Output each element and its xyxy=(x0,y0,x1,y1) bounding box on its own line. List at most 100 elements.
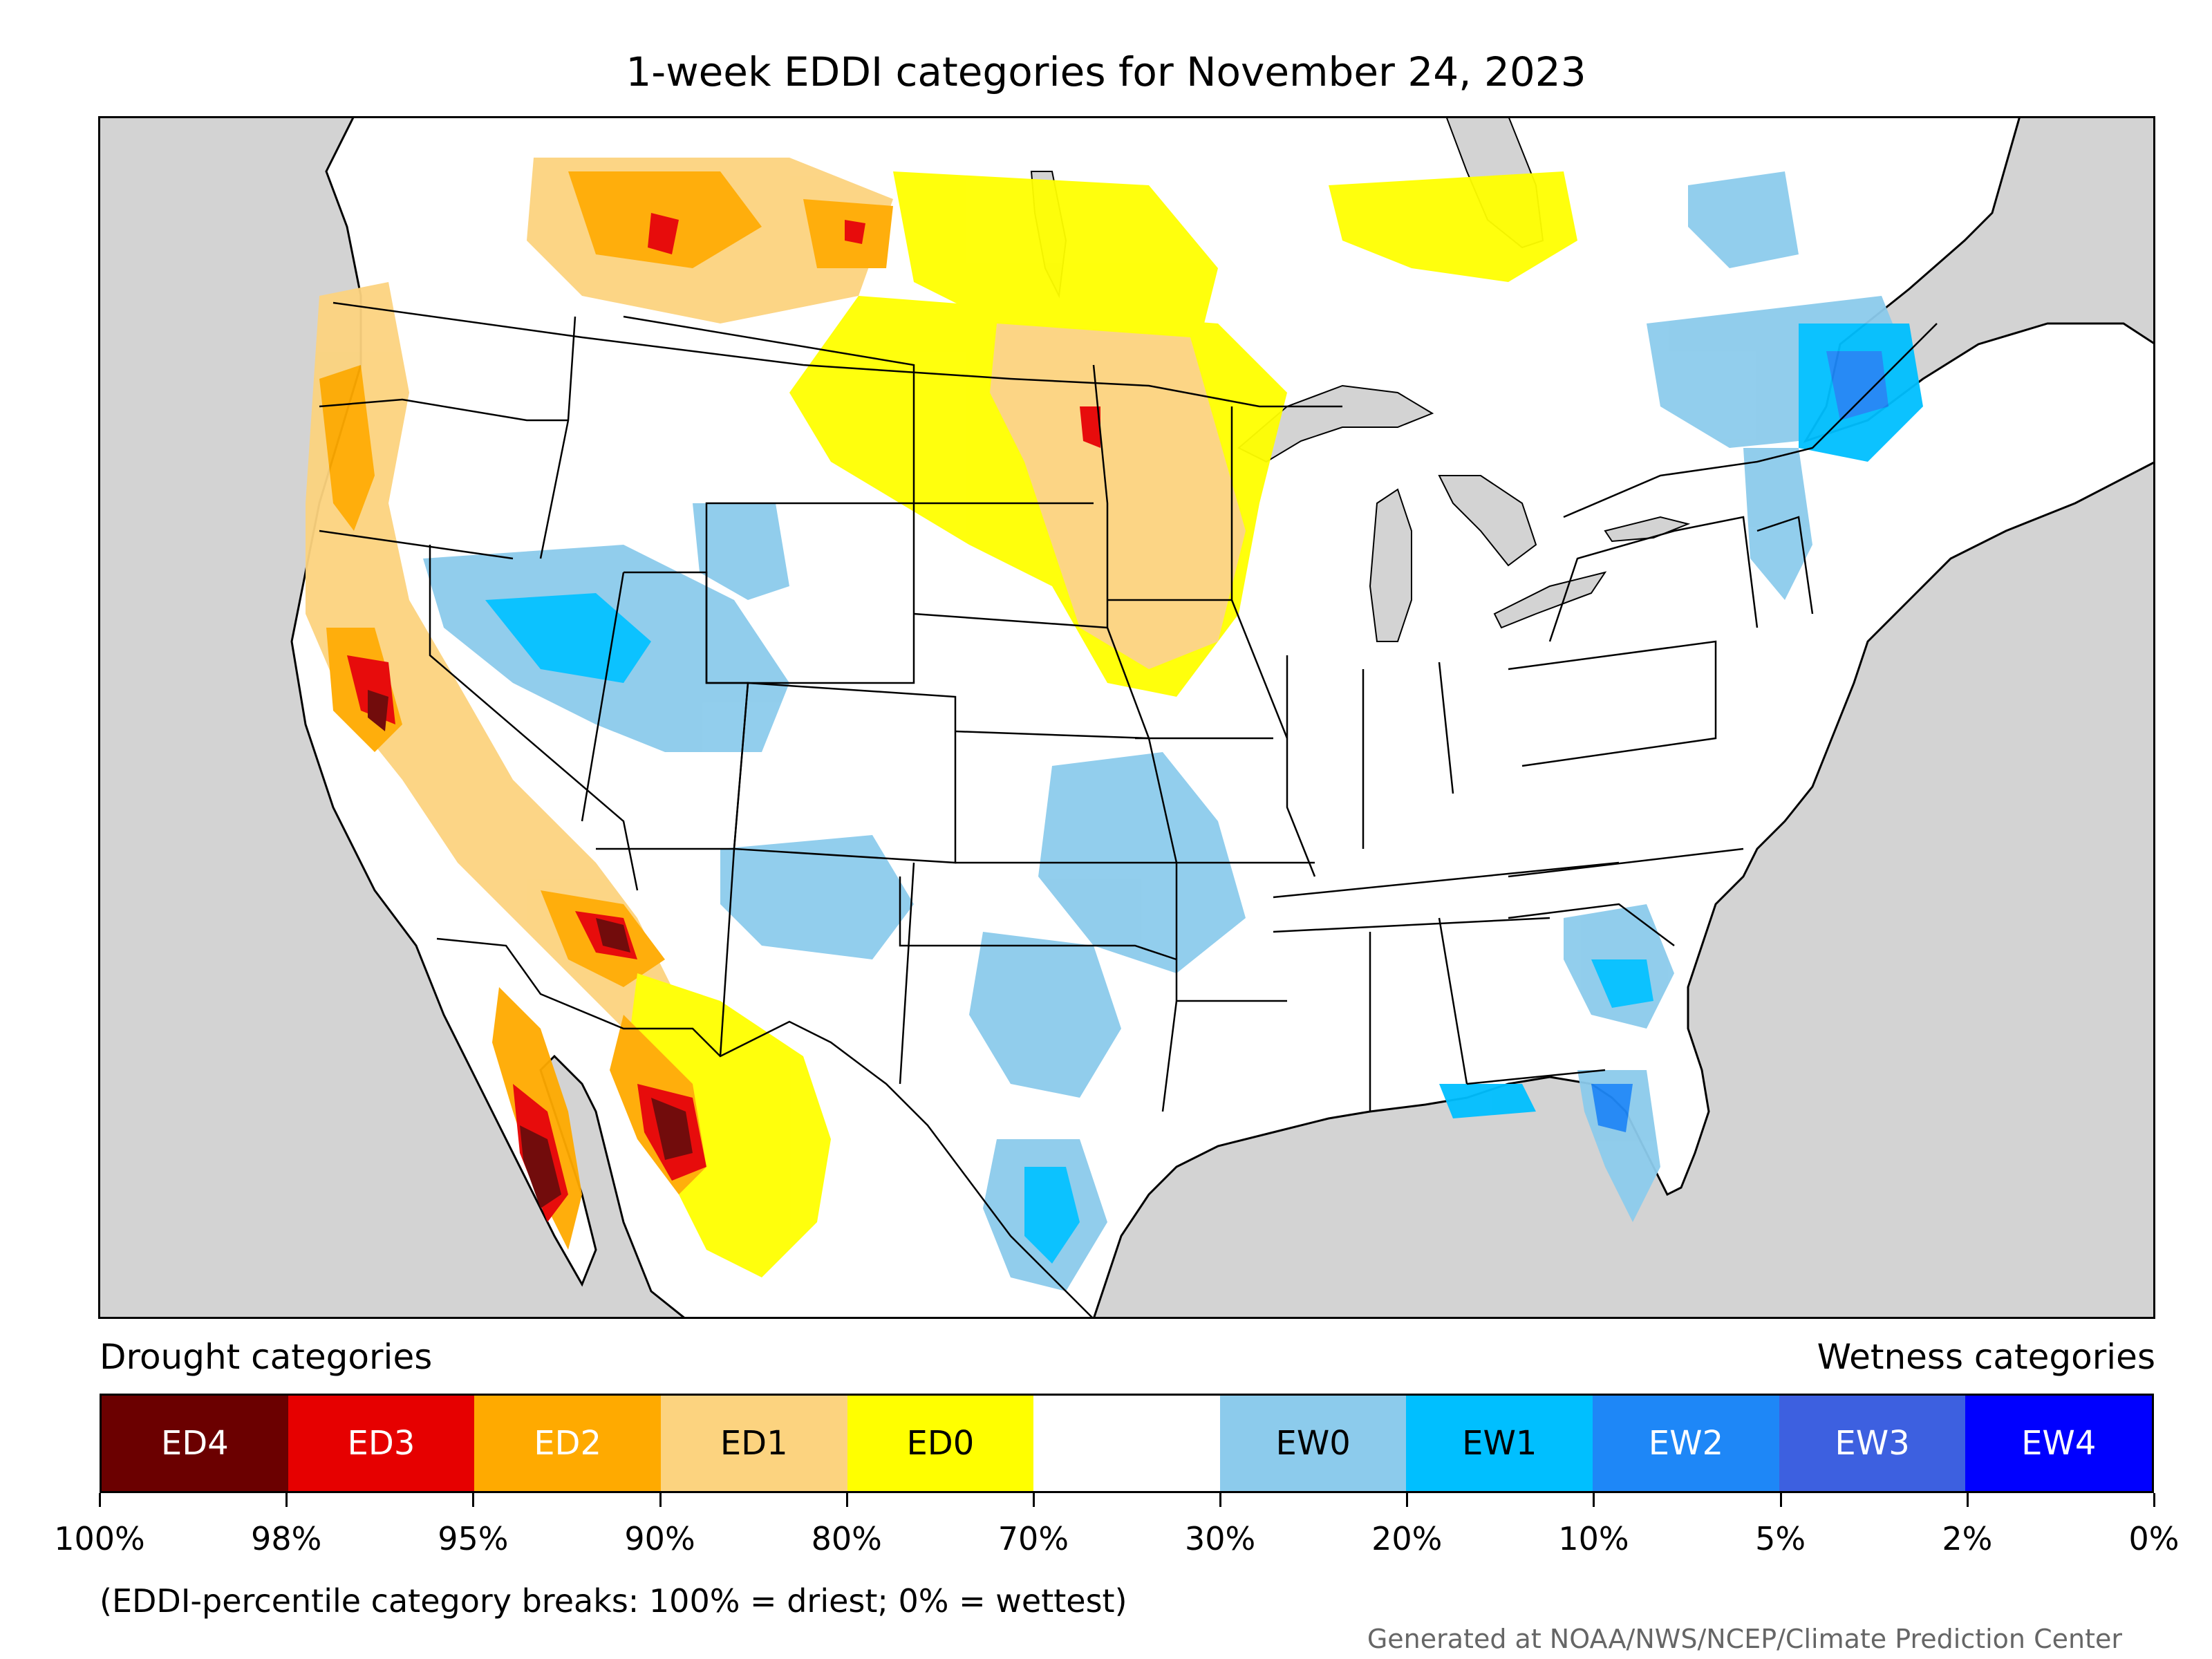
drought-ed0-mexico xyxy=(624,973,831,1277)
colorbar-break-label: 2% xyxy=(1942,1520,1993,1557)
drought-ed4-sw xyxy=(596,918,630,953)
border-wa-or xyxy=(319,398,568,422)
colorbar-cell-ew0: EW0 xyxy=(1219,1396,1407,1491)
border-sd-ne xyxy=(913,612,1108,629)
drought-ed3-nd xyxy=(1080,406,1100,448)
colorbar-tick xyxy=(99,1493,101,1507)
drought-ed4-ca xyxy=(368,690,388,731)
wetness-ew0-fourcorners xyxy=(720,835,914,959)
us-mexico-border xyxy=(436,937,1094,1319)
border-ca-nv xyxy=(429,545,639,891)
drought-ed0-ontario xyxy=(1329,171,1577,282)
colorbar-tick xyxy=(1779,1493,1782,1507)
border-id xyxy=(539,316,577,559)
border-mt xyxy=(623,315,915,503)
colorbar-break-label: 98% xyxy=(251,1520,322,1557)
colorbar-break-label: 30% xyxy=(1184,1520,1256,1557)
drought-ed3-alberta xyxy=(845,220,865,244)
colorbar-break-label: 100% xyxy=(54,1520,145,1557)
wetness-ew0-labrador xyxy=(1688,171,1799,268)
border-al-ga xyxy=(1438,917,1468,1085)
wetness-ew1-carolinas xyxy=(1591,959,1653,1008)
colorbar-cell-ew1: EW1 xyxy=(1406,1396,1593,1491)
border-tn-south xyxy=(1273,917,1550,933)
lake-michigan xyxy=(1369,488,1412,642)
border-ut xyxy=(596,571,749,850)
colorbar-tick xyxy=(659,1493,662,1507)
colorbar-tick xyxy=(1032,1493,1035,1507)
map-title: 1-week EDDI categories for November 24, … xyxy=(626,48,1586,95)
border-az-nm xyxy=(719,848,735,1057)
colorbar-tick xyxy=(2153,1493,2155,1507)
colorbar-cell-ew2: EW2 xyxy=(1593,1396,1779,1491)
lake-huron xyxy=(1438,475,1537,567)
border-pa xyxy=(1508,640,1717,767)
colorbar-break-label: 5% xyxy=(1755,1520,1806,1557)
colorbar-cell-ed0: ED0 xyxy=(847,1396,1034,1491)
colorbar-break-label: 70% xyxy=(997,1520,1069,1557)
colorbar-cell-ed2: ED2 xyxy=(474,1396,661,1491)
border-or-ca xyxy=(319,529,514,560)
us-canada-border-east xyxy=(1563,323,1938,518)
border-ne-ks xyxy=(955,730,1150,740)
colorbar-cell-ed4: ED4 xyxy=(102,1396,288,1491)
lake-ontario xyxy=(1604,516,1691,543)
colorbar-tick xyxy=(472,1493,475,1507)
drought-ed1-plains xyxy=(990,324,1246,669)
wetness-ew2-florida xyxy=(1591,1084,1633,1132)
map-frame xyxy=(98,116,2155,1319)
credit-line: Generated at NOAA/NWS/NCEP/Climate Predi… xyxy=(1367,1624,2122,1654)
drought-ed1-pacific xyxy=(306,282,693,1070)
colorbar-break-label: 10% xyxy=(1558,1520,1629,1557)
lake-superior xyxy=(1237,384,1434,463)
colorbar-break-label: 90% xyxy=(624,1520,695,1557)
colorbar-cell-ed3: ED3 xyxy=(288,1396,475,1491)
colorbar-tick xyxy=(845,1493,848,1507)
colorbar-tick xyxy=(1966,1493,1969,1507)
colorbar-break-label: 0% xyxy=(2128,1520,2180,1557)
colorbar-tick xyxy=(1593,1493,1595,1507)
wetness-ew2-maine xyxy=(1826,351,1888,420)
wetness-ew0-wy xyxy=(693,503,789,600)
drought-categories-heading: Drought categories xyxy=(100,1337,433,1377)
border-sc-nc xyxy=(1508,903,1675,946)
lake-erie xyxy=(1493,571,1607,629)
drought-ed2-pacific xyxy=(319,365,375,531)
border-va-nc xyxy=(1508,847,1744,878)
colorbar-cell-ed1: ED1 xyxy=(660,1396,847,1491)
colorbar-tick xyxy=(1406,1493,1409,1507)
wetness-ew0-texas xyxy=(969,932,1121,1098)
border-mn-wi xyxy=(1230,406,1288,739)
border-nm-tx xyxy=(899,862,915,1085)
category-breaks-note: (EDDI-percentile category breaks: 100% =… xyxy=(100,1582,1127,1620)
border-oh xyxy=(1438,662,1454,794)
colorbar-ticks xyxy=(99,1493,2155,1510)
border-newengland xyxy=(1756,516,1814,615)
category-colorbar: ED4 ED3 ED2 ED1 ED0 EW0 EW1 EW2 EW3 EW4 xyxy=(100,1394,2154,1493)
colorbar-cell-normal xyxy=(1033,1396,1220,1491)
drought-ed3-rockies xyxy=(648,213,679,254)
eddi-shading xyxy=(306,158,1923,1291)
us-canada-border xyxy=(332,301,1342,408)
wetness-ew1-gulf xyxy=(1439,1084,1536,1118)
border-ok-tx xyxy=(899,877,1177,961)
colorbar-break-label: 80% xyxy=(811,1520,882,1557)
colorbar-break-label: 20% xyxy=(1371,1520,1443,1557)
border-ny xyxy=(1548,516,1759,642)
border-ga-fl xyxy=(1466,1069,1606,1085)
colorbar-tick xyxy=(285,1493,288,1507)
drought-ed4-baja xyxy=(520,1125,561,1208)
border-il xyxy=(1286,655,1316,877)
border-nv-ut xyxy=(581,572,625,822)
political-boundaries xyxy=(319,301,1938,1319)
colorbar-break-label: 95% xyxy=(438,1520,509,1557)
colorbar-cell-ew3: EW3 xyxy=(1779,1396,1966,1491)
drought-ed0-prairie xyxy=(893,171,1218,324)
wetness-ew1-texas-coast xyxy=(1024,1167,1080,1264)
colorbar-tick xyxy=(1219,1493,1222,1507)
wetness-categories-heading: Wetness categories xyxy=(1817,1337,2155,1377)
eddi-map xyxy=(98,116,2155,1319)
drought-ed4-sonora xyxy=(651,1098,693,1160)
border-ky-tn xyxy=(1273,861,1620,899)
colorbar-cell-ew4: EW4 xyxy=(1965,1396,2153,1491)
